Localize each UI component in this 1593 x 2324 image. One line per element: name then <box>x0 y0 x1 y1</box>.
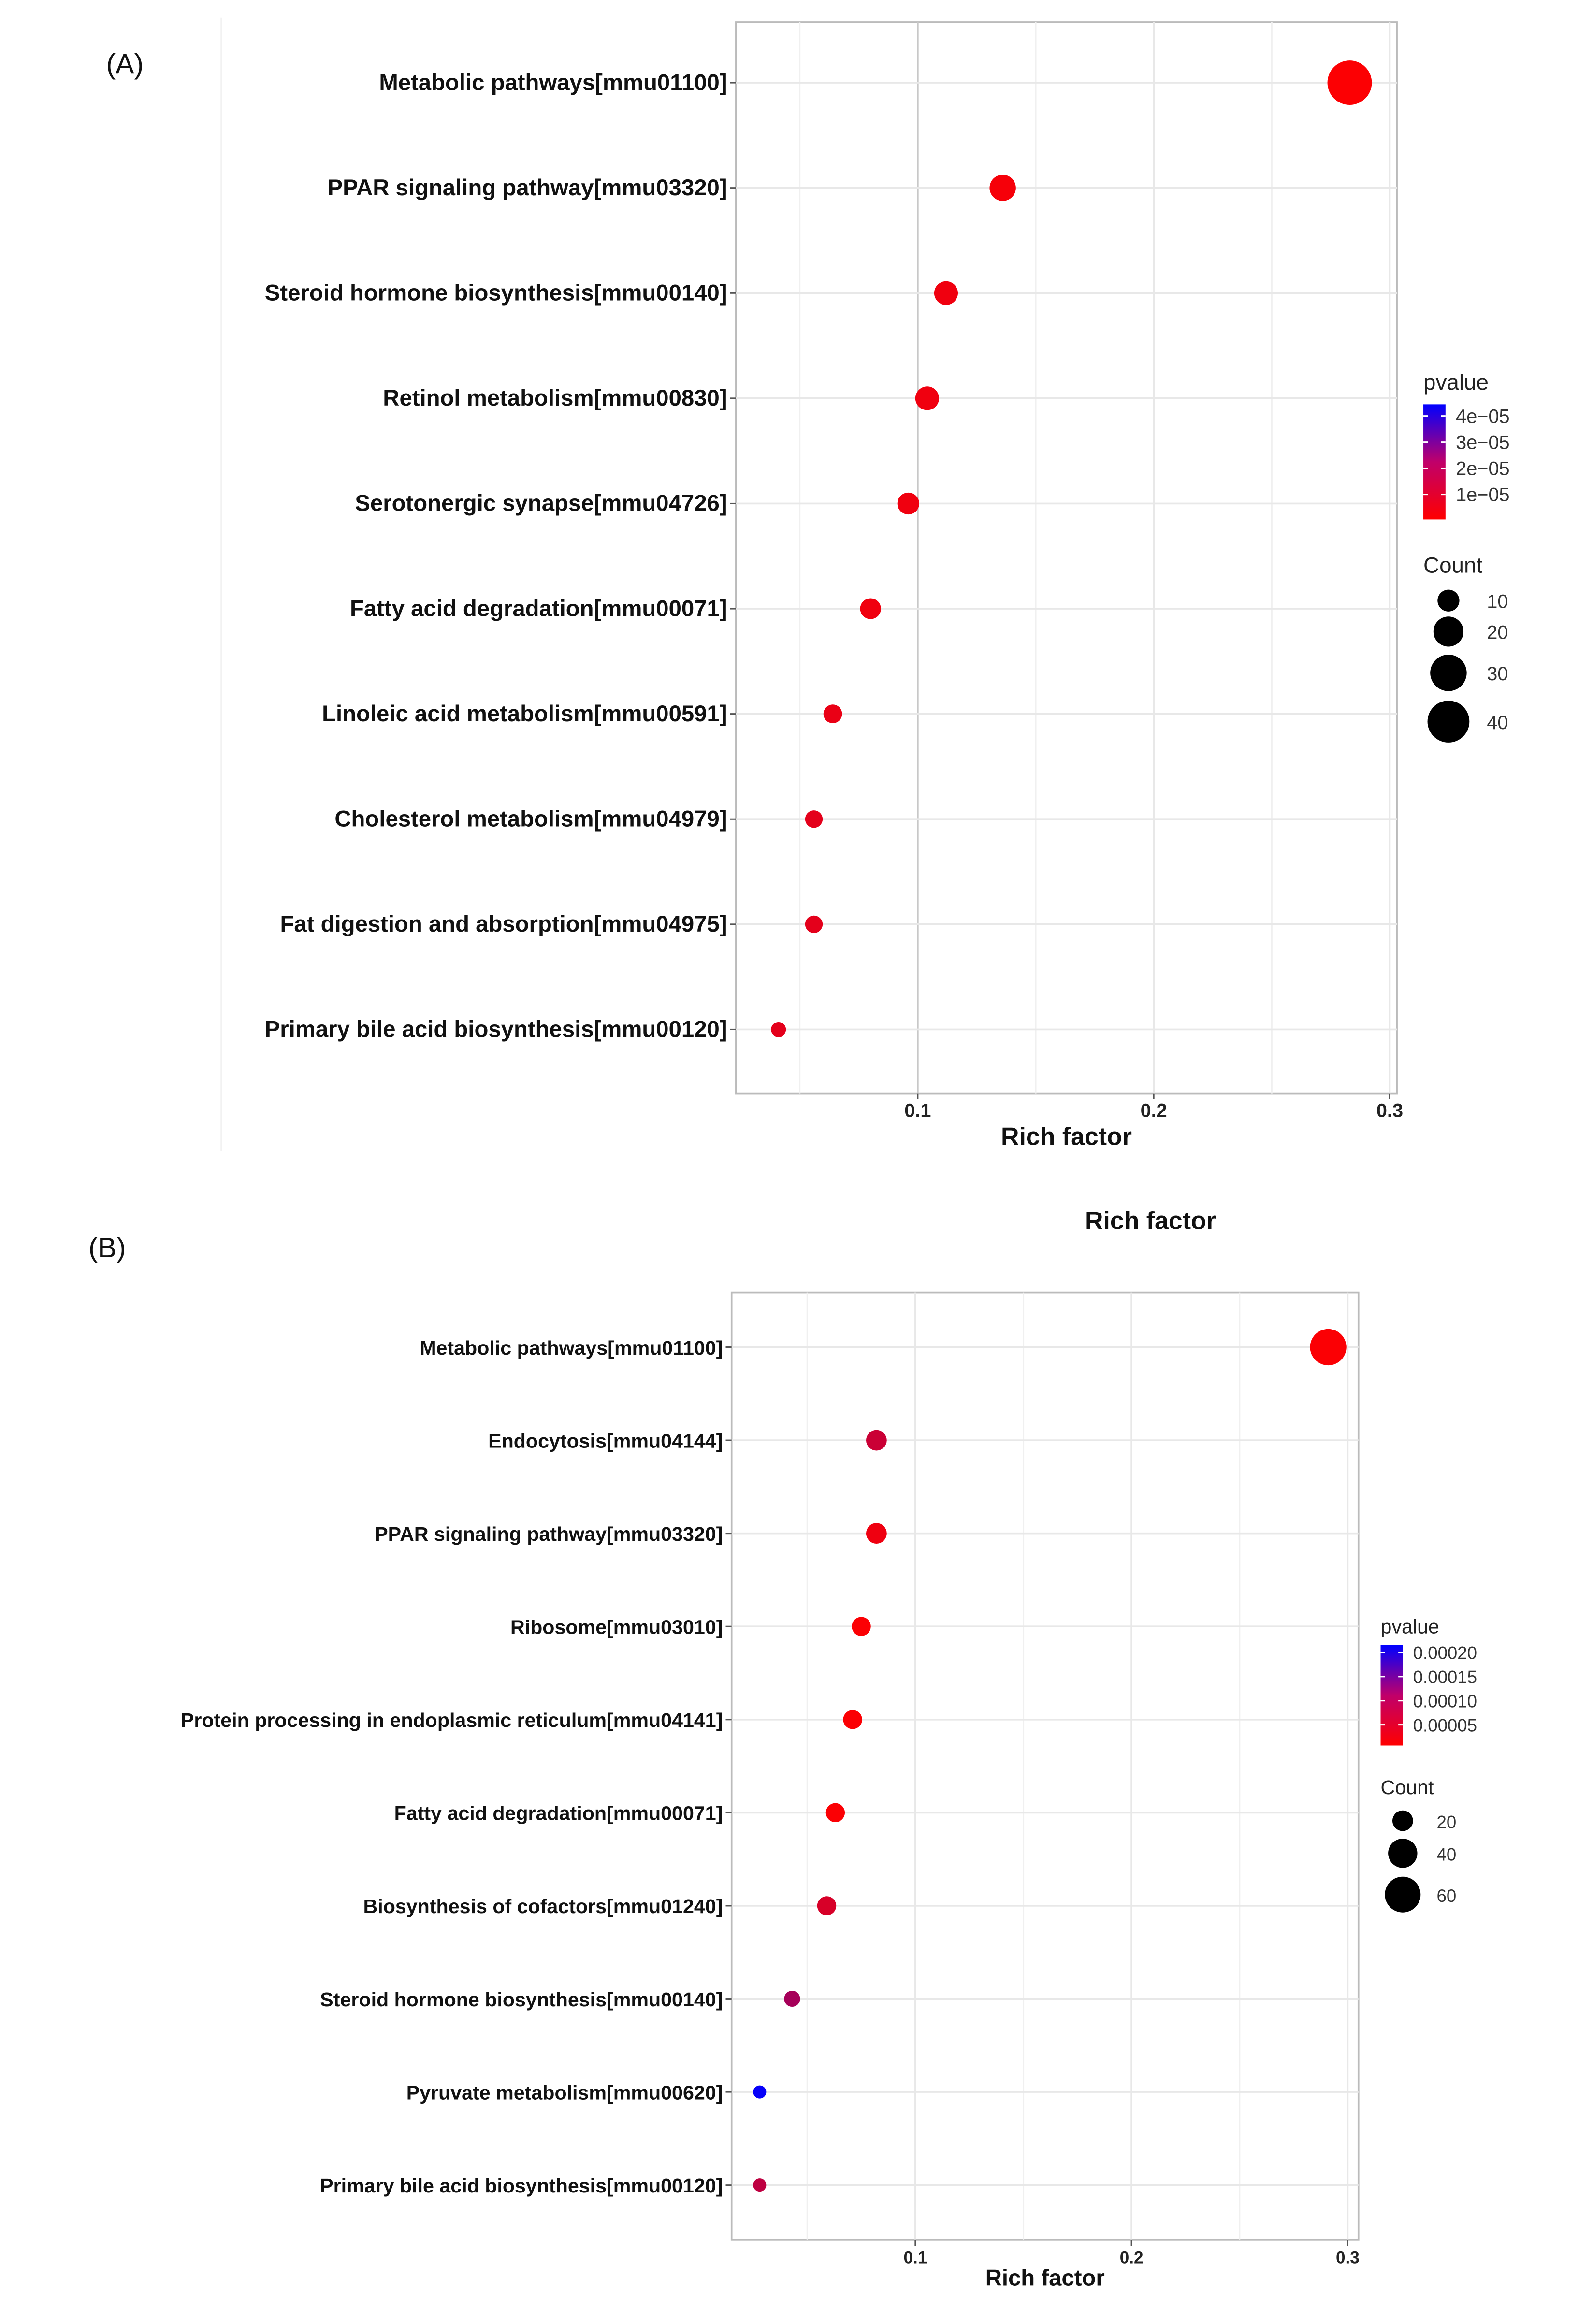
y-tick-label: Fatty acid degradation[mmu00071] <box>394 1802 723 1825</box>
y-tick-label: Primary bile acid biosynthesis[mmu00120] <box>265 1017 727 1042</box>
plot-panel <box>730 1291 1360 2241</box>
size-legend-label: 20 <box>1487 622 1508 643</box>
colorbar-label: 1e−05 <box>1456 484 1509 505</box>
data-point <box>1327 60 1372 105</box>
data-point <box>817 1896 837 1915</box>
y-tick-label: Primary bile acid biosynthesis[mmu00120] <box>320 2175 723 2197</box>
y-tick-label: Retinol metabolism[mmu00830] <box>383 385 727 411</box>
data-point <box>852 1617 871 1636</box>
y-tick-label: Steroid hormone biosynthesis[mmu00140] <box>320 1988 723 2011</box>
size-legend-key <box>1433 616 1464 647</box>
y-tick-label: Serotonergic synapse[mmu04726] <box>355 491 727 516</box>
data-point <box>753 2085 767 2099</box>
data-point <box>860 598 881 619</box>
x-tick-label: 0.1 <box>904 1100 931 1121</box>
data-point <box>784 1990 800 2007</box>
colorbar <box>1423 404 1446 520</box>
panel-a: (A) 0.1 0.2 0.3 Rich factor Metabolic pathway… <box>106 21 1510 1150</box>
data-point <box>825 1803 845 1823</box>
data-point <box>915 386 939 410</box>
y-tick-label: Cholesterol metabolism[mmu04979] <box>334 806 727 832</box>
y-tick-label: Endocytosis[mmu04144] <box>488 1430 723 1452</box>
data-point <box>805 810 823 828</box>
size-legend-label: 20 <box>1437 1812 1457 1832</box>
x-tick-label: 0.2 <box>1120 2249 1144 2267</box>
panel-b: (B) 0.1 0.2 0.3 Rich factor Metabolic pathway… <box>88 1232 1477 2291</box>
size-legend-key <box>1392 1810 1413 1831</box>
y-tick-label: PPAR signaling pathway[mmu03320] <box>375 1523 723 1545</box>
stray-axis-title: Rich factor <box>1085 1206 1216 1234</box>
y-tick-label: Metabolic pathways[mmu01100] <box>379 70 727 95</box>
size-legend-key <box>1385 1876 1421 1913</box>
x-axis-title: Rich factor <box>1001 1122 1132 1150</box>
colorbar-label: 0.00005 <box>1413 1715 1477 1735</box>
y-tick-label: PPAR signaling pathway[mmu03320] <box>328 175 727 201</box>
data-point <box>989 175 1016 201</box>
colorbar-label: 2e−05 <box>1456 458 1509 479</box>
panel-label: (A) <box>106 49 144 80</box>
color-legend-title: pvalue <box>1381 1616 1439 1638</box>
size-legend-key <box>1437 589 1460 612</box>
x-tick-label: 0.1 <box>904 2249 927 2267</box>
size-legend-label: 40 <box>1437 1845 1457 1865</box>
x-axis-title: Rich factor <box>985 2265 1105 2291</box>
data-point <box>843 1710 862 1729</box>
size-legend-key <box>1427 701 1470 743</box>
size-legend-label: 30 <box>1487 663 1508 685</box>
size-legend-key <box>1430 655 1467 691</box>
y-tick-label: Metabolic pathways[mmu01100] <box>420 1337 723 1359</box>
size-legend-label: 40 <box>1487 712 1508 733</box>
plot-panel <box>735 21 1398 1095</box>
size-legend-title: Count <box>1423 553 1482 577</box>
colorbar-label: 0.00020 <box>1413 1643 1477 1663</box>
data-point <box>823 704 842 724</box>
colorbar-label: 4e−05 <box>1456 406 1509 427</box>
y-tick-label: Linoleic acid metabolism[mmu00591] <box>322 701 727 727</box>
y-tick-label: Steroid hormone biosynthesis[mmu00140] <box>265 280 727 306</box>
colorbar-label: 0.00010 <box>1413 1691 1477 1711</box>
y-tick-label: Fat digestion and absorption[mmu04975] <box>280 911 727 937</box>
colorbar-label: 3e−05 <box>1456 432 1509 453</box>
y-tick-label: Fatty acid degradation[mmu00071] <box>350 596 727 621</box>
data-point <box>866 1430 887 1451</box>
y-tick-label: Ribosome[mmu03010] <box>510 1616 723 1638</box>
data-point <box>934 281 958 305</box>
data-point <box>1310 1329 1347 1366</box>
data-point <box>805 915 823 934</box>
x-tick-label: 0.2 <box>1141 1100 1167 1121</box>
x-tick-label: 0.3 <box>1376 1100 1403 1121</box>
data-point <box>753 2178 767 2192</box>
size-legend-key <box>1388 1839 1418 1868</box>
y-tick-label: Protein processing in endoplasmic reticu… <box>181 1709 723 1731</box>
x-tick-label: 0.3 <box>1336 2249 1360 2267</box>
data-point <box>866 1523 887 1544</box>
panel-label: (B) <box>88 1232 126 1263</box>
data-point <box>897 492 919 515</box>
size-legend-label: 60 <box>1437 1886 1457 1906</box>
colorbar <box>1380 1645 1403 1746</box>
data-point <box>771 1022 786 1037</box>
size-legend-label: 10 <box>1487 591 1508 613</box>
y-tick-label: Biosynthesis of cofactors[mmu01240] <box>363 1895 723 1917</box>
colorbar-label: 0.00015 <box>1413 1667 1477 1687</box>
size-legend-title: Count <box>1381 1776 1434 1798</box>
color-legend-title: pvalue <box>1423 370 1489 395</box>
y-tick-label: Pyruvate metabolism[mmu00620] <box>406 2081 723 2104</box>
